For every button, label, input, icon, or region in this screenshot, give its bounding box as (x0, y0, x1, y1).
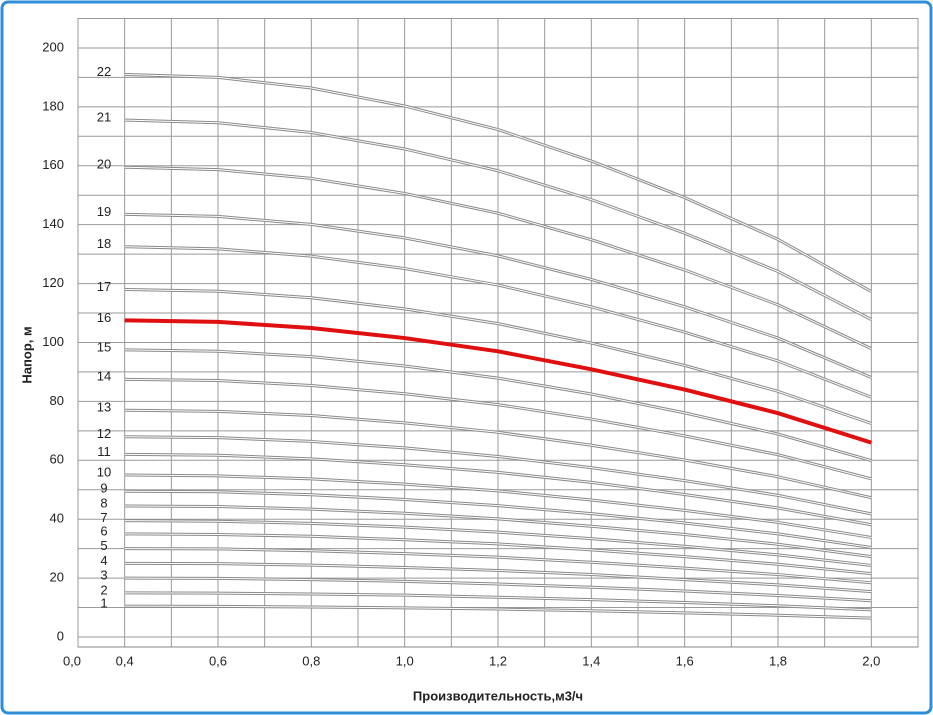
y-tick-label: 120 (42, 275, 64, 290)
series-line-core (124, 592, 872, 611)
series-label: 9 (100, 481, 107, 496)
series-label: 15 (97, 339, 111, 354)
series-label: 5 (100, 538, 107, 553)
series-label: 20 (97, 157, 111, 172)
y-axis-title: Напор, м (19, 326, 34, 383)
x-tick-label: 0,4 (116, 653, 134, 668)
series-label: 11 (97, 444, 111, 459)
x-tick-label: 1,0 (396, 653, 414, 668)
series-label: 14 (97, 369, 111, 384)
series-label: 4 (100, 553, 107, 568)
y-tick-label: 200 (42, 39, 64, 54)
series-label: 22 (97, 64, 111, 79)
series-label: 2 (100, 582, 107, 597)
x-tick-label: 1,8 (769, 653, 787, 668)
series-label: 1 (100, 596, 107, 611)
series-line-core (124, 378, 872, 480)
y-tick-label: 100 (42, 334, 64, 349)
series-label: 6 (100, 523, 107, 538)
series-line-core (124, 505, 872, 558)
y-tick-label: 0 (57, 628, 64, 643)
series-line-core (124, 288, 872, 424)
series-label: 18 (97, 236, 111, 251)
series-line-core (124, 119, 872, 320)
series-label: 12 (97, 426, 111, 441)
series-line-core (124, 548, 872, 584)
series-line-core (124, 166, 872, 350)
x-axis-title: Производительность,м3/ч (413, 688, 583, 703)
series-line (124, 318, 872, 445)
series-line-core (124, 490, 872, 548)
series-line-core (124, 605, 872, 619)
y-tick-label: 80 (50, 393, 64, 408)
y-tick-label: 140 (42, 216, 64, 231)
series-label: 16 (97, 310, 111, 325)
y-tick-label: 40 (50, 511, 64, 526)
series-line-core (124, 213, 872, 378)
series-line-core (124, 436, 872, 515)
series-line-core (124, 520, 872, 566)
series-label: 8 (100, 495, 107, 510)
x-tick-label: 0,8 (302, 653, 320, 668)
x-tick-label: 0,6 (209, 653, 227, 668)
series-line-core (124, 562, 872, 593)
series-label: 7 (100, 510, 107, 525)
series-line-core (124, 577, 872, 602)
series-label: 17 (97, 279, 111, 294)
series-label: 3 (100, 568, 107, 583)
series-label: 21 (97, 110, 111, 125)
series-line-core (124, 453, 872, 526)
y-tick-label: 60 (50, 452, 64, 467)
series-label: 13 (97, 400, 111, 415)
series-line-core (124, 73, 872, 292)
x-tick-label: 2,0 (862, 653, 880, 668)
x-tick-label: 1,4 (582, 653, 600, 668)
x-tick-label: 1,6 (676, 653, 694, 668)
series-line-core (124, 246, 872, 398)
y-tick-label: 180 (42, 98, 64, 113)
series-label: 10 (97, 464, 111, 479)
y-tick-label: 160 (42, 157, 64, 172)
series-line-core (124, 474, 872, 538)
x-origin-label: 0,0 (63, 653, 81, 668)
series-line-core (124, 533, 872, 575)
series-label: 19 (97, 204, 111, 219)
y-tick-label: 20 (50, 570, 64, 585)
x-tick-label: 1,2 (489, 653, 507, 668)
series-line-core (124, 349, 872, 462)
series-line-core (124, 409, 872, 499)
